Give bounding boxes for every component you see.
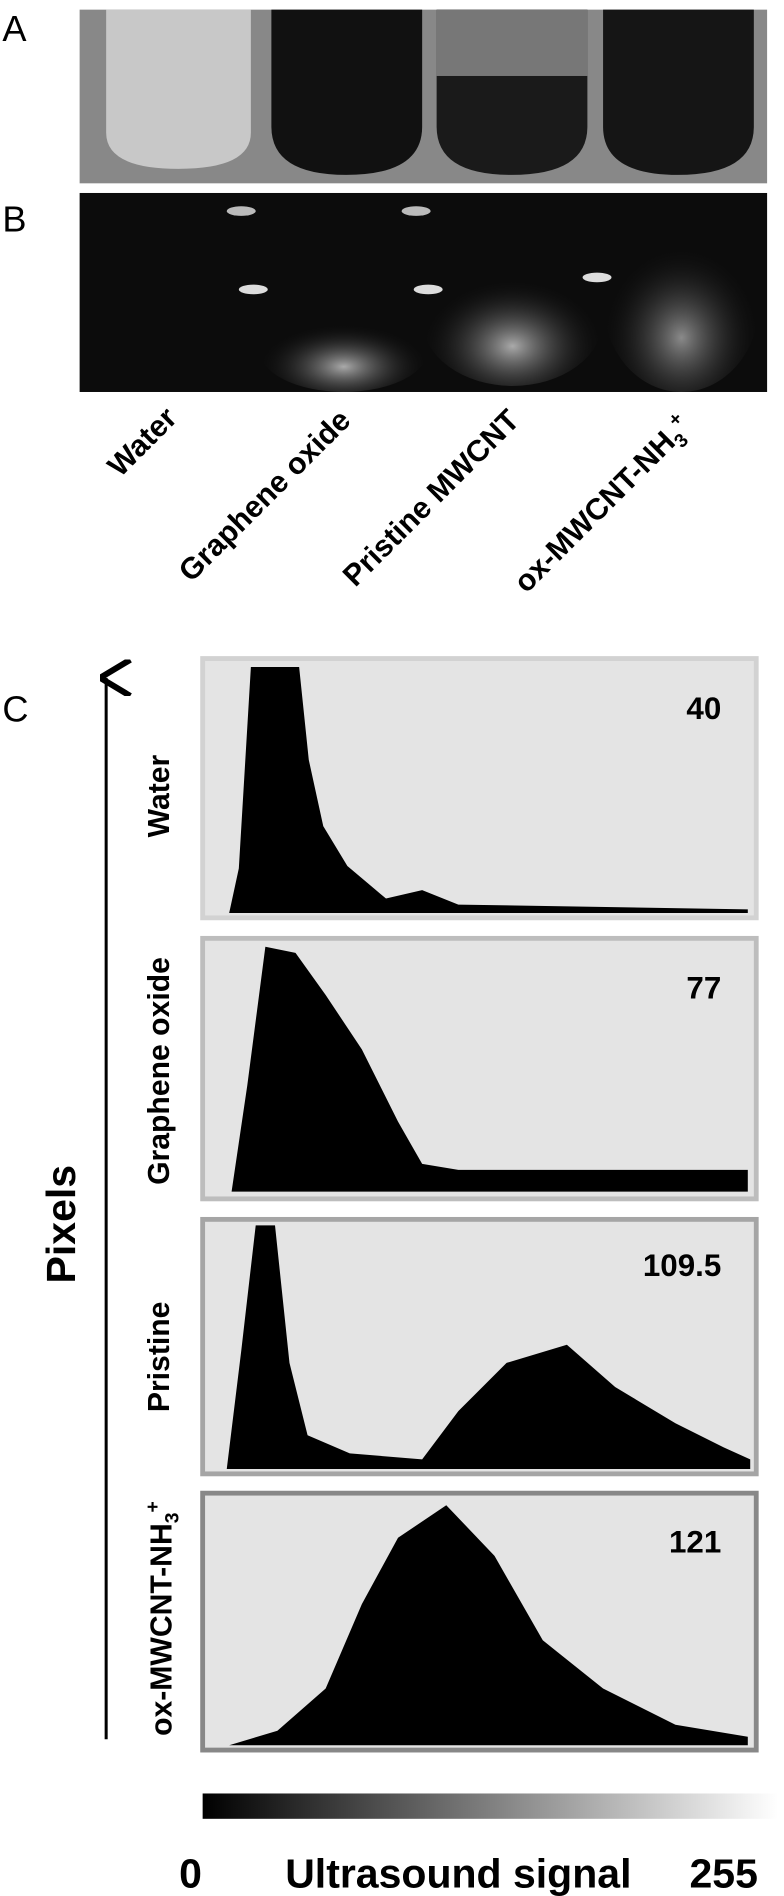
axis-label: Pixels: [38, 1165, 84, 1284]
scale-title: Ultrasound signal: [285, 1851, 631, 1896]
label-sup: +: [665, 408, 688, 431]
histogram-label: Graphene oxide: [143, 957, 176, 1185]
sample-label: Water: [102, 401, 184, 483]
sample-label: ox-MWCNT-NH3+: [507, 408, 701, 602]
label-main: ox-MWCNT-NH: [145, 1523, 178, 1736]
sample-label: Graphene oxide: [173, 404, 357, 588]
histogram-label: Water: [143, 754, 176, 837]
label-sup: +: [143, 1501, 164, 1512]
panel-label: A: [2, 8, 27, 49]
photo: [79, 9, 768, 184]
panel-label: C: [2, 688, 28, 729]
histogram-frames: [200, 656, 759, 1753]
mean-value: 109.5: [643, 1248, 721, 1283]
label-main: ox-MWCNT-NH: [508, 425, 682, 599]
mean-value: 121: [669, 1524, 721, 1559]
scale-max: 255: [689, 1851, 757, 1896]
histogram-labels: Water 40 Graphene oxide 77 Pristine 109.5 ox-M…: [143, 691, 721, 1736]
histogram-label: ox-MWCNT-NH3+: [143, 1501, 183, 1736]
panel-label: B: [2, 199, 26, 240]
sample-label: Pristine MWCNT: [337, 403, 527, 593]
mean-value: 77: [686, 971, 721, 1006]
scale-min: 0: [179, 1851, 202, 1896]
histogram-label: Pristine: [143, 1302, 176, 1413]
ultrasound-image: [79, 192, 768, 392]
mean-value: 40: [686, 691, 721, 726]
color-scale: [202, 1793, 778, 1819]
label-sub: 3: [163, 1512, 184, 1523]
